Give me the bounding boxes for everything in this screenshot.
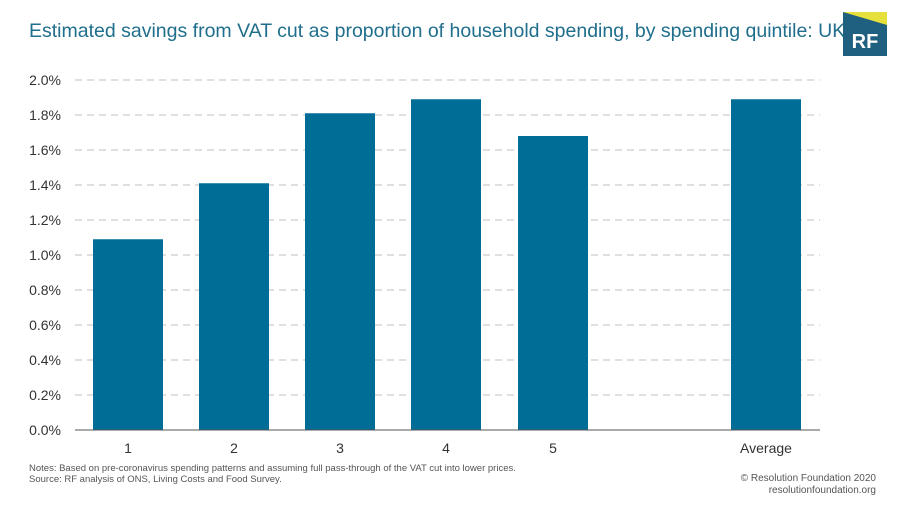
y-tick-label: 2.0% <box>29 72 61 88</box>
y-axis-tick-labels: 0.0% 0.2% 0.4% 0.6% 0.8% 1.0% 1.2% 1.4% 1.6% 1.8%… <box>29 72 61 438</box>
bar-5 <box>518 136 588 430</box>
y-tick-label: 1.0% <box>29 247 61 263</box>
y-tick-label: 1.8% <box>29 107 61 123</box>
x-tick-label: 4 <box>442 440 450 456</box>
y-tick-label: 1.2% <box>29 212 61 228</box>
footnotes: Notes: Based on pre-coronavirus spending… <box>29 463 516 485</box>
y-tick-label: 0.4% <box>29 352 61 368</box>
x-tick-label: 2 <box>230 440 238 456</box>
bar-1 <box>93 239 163 430</box>
x-tick-label: Average <box>740 440 792 456</box>
y-tick-label: 0.6% <box>29 317 61 333</box>
copyright-text: © Resolution Foundation 2020 <box>740 473 876 484</box>
logo-accent <box>843 12 887 25</box>
attribution: © Resolution Foundation 2020 resolutionf… <box>741 473 876 497</box>
y-tick-label: 1.6% <box>29 142 61 158</box>
logo-text: RF <box>852 31 879 53</box>
y-tick-label: 0.2% <box>29 387 61 403</box>
y-tick-label: 0.0% <box>29 422 61 438</box>
x-tick-label: 3 <box>336 440 344 456</box>
y-tick-label: 1.4% <box>29 177 61 193</box>
x-tick-label: 1 <box>124 440 132 456</box>
notes-text: Notes: Based on pre-coronavirus spending… <box>29 463 516 474</box>
x-axis-tick-labels: 1 2 3 4 5 Average <box>124 440 792 456</box>
bar-4 <box>411 99 481 430</box>
y-tick-label: 0.8% <box>29 282 61 298</box>
source-text: Source: RF analysis of ONS, Living Costs… <box>29 474 282 485</box>
x-tick-label: 5 <box>549 440 557 456</box>
rf-logo: RF <box>843 12 887 56</box>
bar-3 <box>305 113 375 430</box>
bars <box>93 99 801 430</box>
chart-title: Estimated savings from VAT cut as propor… <box>29 20 846 42</box>
website-text: resolutionfoundation.org <box>768 485 876 496</box>
bar-average <box>731 99 801 430</box>
bar-2 <box>199 183 269 430</box>
